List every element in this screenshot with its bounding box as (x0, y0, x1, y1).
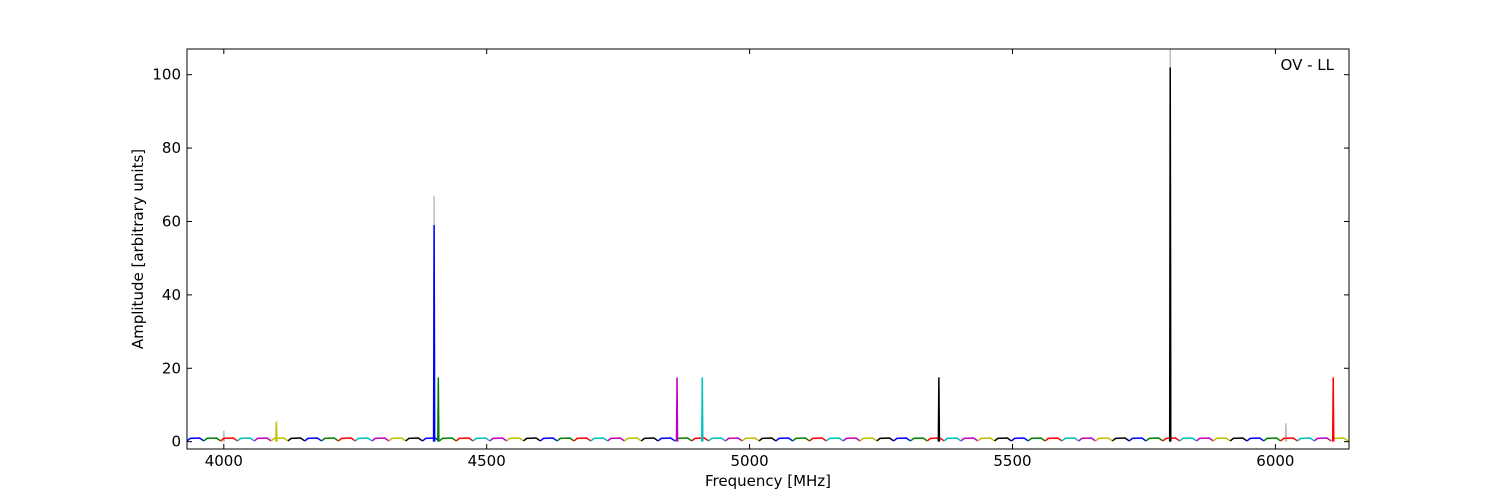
series-line (1044, 437, 1063, 442)
series-line (657, 437, 676, 442)
series-line (438, 437, 457, 442)
series-line (994, 437, 1012, 442)
series-line (1331, 377, 1335, 442)
series-line (1284, 423, 1288, 442)
series-line (701, 377, 704, 442)
series-line (590, 437, 609, 442)
series-line (960, 437, 979, 442)
y-tick-label: 100 (152, 66, 181, 84)
series-line (724, 437, 743, 442)
series-line (640, 437, 659, 442)
series-line (321, 437, 339, 442)
series-line (1246, 437, 1265, 442)
x-tick-label: 6000 (1256, 452, 1294, 470)
series-line (1313, 437, 1332, 442)
annotation: OV - LL (1281, 56, 1335, 74)
series-line (977, 437, 996, 442)
series-line (825, 437, 844, 442)
series-line (489, 437, 508, 442)
series-line (1010, 437, 1029, 442)
y-tick-label: 40 (162, 286, 181, 304)
series-line (1212, 437, 1231, 442)
series-line (1027, 437, 1046, 442)
series-line (1229, 437, 1248, 442)
series-line (691, 437, 710, 442)
x-tick-label: 5000 (731, 452, 769, 470)
x-tick-label: 5500 (993, 452, 1031, 470)
series-line (943, 437, 962, 442)
series-line (437, 377, 440, 442)
series-line (337, 437, 356, 442)
series-line (287, 437, 306, 442)
series-line (1263, 437, 1282, 442)
series-line (876, 437, 895, 442)
series-line (926, 437, 945, 442)
series-line (775, 437, 794, 442)
series-line (792, 437, 810, 442)
x-tick-label: 4000 (205, 452, 243, 470)
series-line (1095, 437, 1113, 442)
series-line (432, 225, 436, 442)
series-line (371, 437, 390, 442)
series-line (573, 437, 592, 442)
series-line (708, 437, 726, 442)
series-line (472, 437, 491, 442)
series-line (1061, 437, 1080, 442)
x-axis-label: Frequency [MHz] (705, 472, 831, 490)
series-line (270, 437, 289, 442)
series-line (741, 437, 760, 442)
series-line (937, 377, 941, 442)
series-line (1078, 437, 1096, 442)
series-line (1280, 437, 1298, 442)
series-line (910, 437, 928, 442)
series-line (758, 437, 777, 442)
series-line (1111, 437, 1130, 442)
series-line (203, 437, 222, 442)
series-line (304, 437, 323, 442)
series-line (354, 437, 373, 442)
series-line (405, 437, 423, 442)
series-line (506, 437, 524, 442)
y-axis-label: Amplitude [arbitrary units] (129, 149, 147, 349)
y-tick-label: 60 (162, 212, 181, 230)
series-line (893, 437, 911, 442)
series-line (623, 437, 642, 442)
series-line (1168, 67, 1172, 442)
series-line (220, 437, 238, 442)
series-line (842, 437, 861, 442)
series-line (222, 430, 226, 442)
series-line (275, 421, 278, 442)
plot-lines (187, 49, 1349, 442)
series-line (809, 437, 827, 442)
series-line (422, 437, 440, 442)
series-line (237, 437, 255, 442)
series-line (1296, 437, 1315, 442)
x-tick-label: 4500 (468, 452, 506, 470)
series-line (1128, 437, 1147, 442)
series-line (253, 437, 272, 442)
series-line (388, 437, 407, 442)
series-line (455, 437, 474, 442)
series-line (675, 377, 679, 442)
plot-frame (186, 48, 1350, 450)
series-line (523, 437, 541, 442)
series-line (607, 437, 625, 442)
y-tick-label: 20 (162, 359, 181, 377)
series-line (1179, 437, 1197, 442)
series-line (859, 437, 878, 442)
y-tick-label: 0 (171, 433, 181, 451)
series-line (1145, 437, 1164, 442)
series-line (187, 437, 205, 442)
series-line (1196, 437, 1214, 442)
series-line (556, 437, 575, 442)
series-line (539, 437, 558, 442)
y-tick-label: 80 (162, 139, 181, 157)
